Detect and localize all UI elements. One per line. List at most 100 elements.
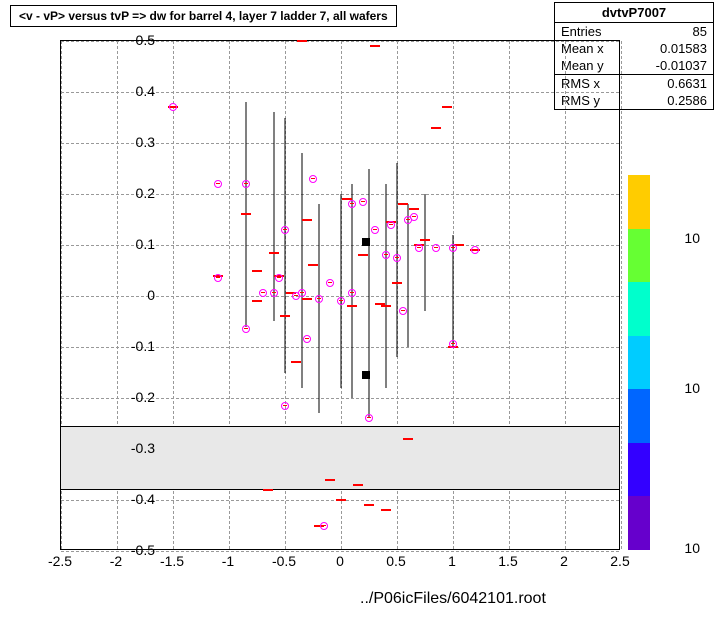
data-point-marker xyxy=(309,175,317,183)
entries-label: Entries xyxy=(561,24,601,39)
error-bar xyxy=(301,153,302,388)
data-point-marker xyxy=(326,279,334,287)
x-tick-label: -2.5 xyxy=(48,553,72,569)
x-tick-label: 2.5 xyxy=(610,553,629,569)
red-dash-marker xyxy=(336,499,346,501)
red-dash-marker xyxy=(252,300,262,302)
y-tick-label: -0.4 xyxy=(131,491,155,507)
meanx-value: 0.01583 xyxy=(660,41,707,56)
red-dash-marker xyxy=(291,361,301,363)
red-dash-marker xyxy=(398,203,408,205)
red-dash-marker xyxy=(353,484,363,486)
rmsx-value: 0.6631 xyxy=(667,76,707,91)
data-point-marker xyxy=(382,251,390,259)
x-tick-label: -1.5 xyxy=(160,553,184,569)
data-point-marker xyxy=(242,325,250,333)
data-point-marker xyxy=(214,180,222,188)
data-point-marker xyxy=(415,244,423,252)
chart-area xyxy=(60,40,620,550)
red-dash-marker xyxy=(420,239,430,241)
data-point-marker xyxy=(348,289,356,297)
red-dash-marker xyxy=(381,509,391,511)
rmsy-value: 0.2586 xyxy=(667,93,707,108)
red-dash-marker xyxy=(442,106,452,108)
data-point-marker xyxy=(348,200,356,208)
error-bar xyxy=(285,118,286,373)
data-point-marker xyxy=(399,307,407,315)
red-dash-marker xyxy=(364,504,374,506)
gray-band xyxy=(61,426,619,490)
colorbar-segment xyxy=(628,175,650,229)
red-dash-marker xyxy=(392,282,402,284)
error-bar xyxy=(369,169,370,419)
data-point-marker xyxy=(471,246,479,254)
x-tick-label: -1 xyxy=(222,553,234,569)
red-dash-marker xyxy=(252,270,262,272)
stats-name: dvtvP7007 xyxy=(555,3,713,23)
x-tick-label: 0 xyxy=(336,553,344,569)
data-point-marker xyxy=(214,274,222,282)
error-bar xyxy=(385,184,386,388)
red-dash-marker xyxy=(302,298,312,300)
data-point-marker xyxy=(387,221,395,229)
data-point-marker xyxy=(449,340,457,348)
data-point-marker xyxy=(315,295,323,303)
black-marker xyxy=(362,238,370,246)
colorbar-segment xyxy=(628,496,650,550)
x-tick-label: 0.5 xyxy=(386,553,405,569)
red-dash-marker xyxy=(263,489,273,491)
red-dash-marker xyxy=(403,438,413,440)
colorbar-label: 10 xyxy=(684,380,700,396)
data-point-marker xyxy=(259,289,267,297)
error-bar xyxy=(318,204,319,413)
colorbar xyxy=(628,175,650,550)
colorbar-segment xyxy=(628,443,650,497)
colorbar-segment xyxy=(628,282,650,336)
data-point-marker xyxy=(270,289,278,297)
data-point-marker xyxy=(359,198,367,206)
data-point-marker xyxy=(281,226,289,234)
colorbar-label: 10 xyxy=(684,230,700,246)
data-point-marker xyxy=(281,402,289,410)
red-dash-marker xyxy=(308,264,318,266)
black-marker xyxy=(362,371,370,379)
y-tick-label: -0.2 xyxy=(131,389,155,405)
y-tick-label: -0.1 xyxy=(131,338,155,354)
y-tick-label: 0.2 xyxy=(136,185,155,201)
y-tick-label: 0 xyxy=(147,287,155,303)
red-dash-marker xyxy=(381,305,391,307)
y-tick-label: 0.1 xyxy=(136,236,155,252)
colorbar-label: 10 xyxy=(684,540,700,556)
chart-title: <v - vP> versus tvP => dw for barrel 4, … xyxy=(10,5,397,27)
data-point-marker xyxy=(393,254,401,262)
entries-value: 85 xyxy=(693,24,707,39)
red-dash-marker xyxy=(241,213,251,215)
data-point-marker xyxy=(449,244,457,252)
error-bar xyxy=(408,204,409,347)
data-point-marker xyxy=(275,274,283,282)
y-tick-label: -0.5 xyxy=(131,542,155,558)
data-point-marker xyxy=(410,213,418,221)
data-point-marker xyxy=(298,289,306,297)
data-point-marker xyxy=(365,414,373,422)
x-tick-label: 1 xyxy=(448,553,456,569)
x-tick-label: -0.5 xyxy=(272,553,296,569)
data-point-marker xyxy=(303,335,311,343)
red-dash-marker xyxy=(370,45,380,47)
y-tick-label: 0.5 xyxy=(136,32,155,48)
error-bar xyxy=(425,194,426,311)
meany-value: -0.01037 xyxy=(656,58,707,73)
y-tick-label: 0.3 xyxy=(136,134,155,150)
data-point-marker xyxy=(320,522,328,530)
red-dash-marker xyxy=(431,127,441,129)
data-point-marker xyxy=(242,180,250,188)
red-dash-marker xyxy=(358,254,368,256)
red-dash-marker xyxy=(302,219,312,221)
data-point-marker xyxy=(169,103,177,111)
colorbar-segment xyxy=(628,336,650,390)
red-dash-marker xyxy=(347,305,357,307)
y-tick-label: -0.3 xyxy=(131,440,155,456)
x-tick-label: 2 xyxy=(560,553,568,569)
data-point-marker xyxy=(432,244,440,252)
colorbar-segment xyxy=(628,229,650,283)
